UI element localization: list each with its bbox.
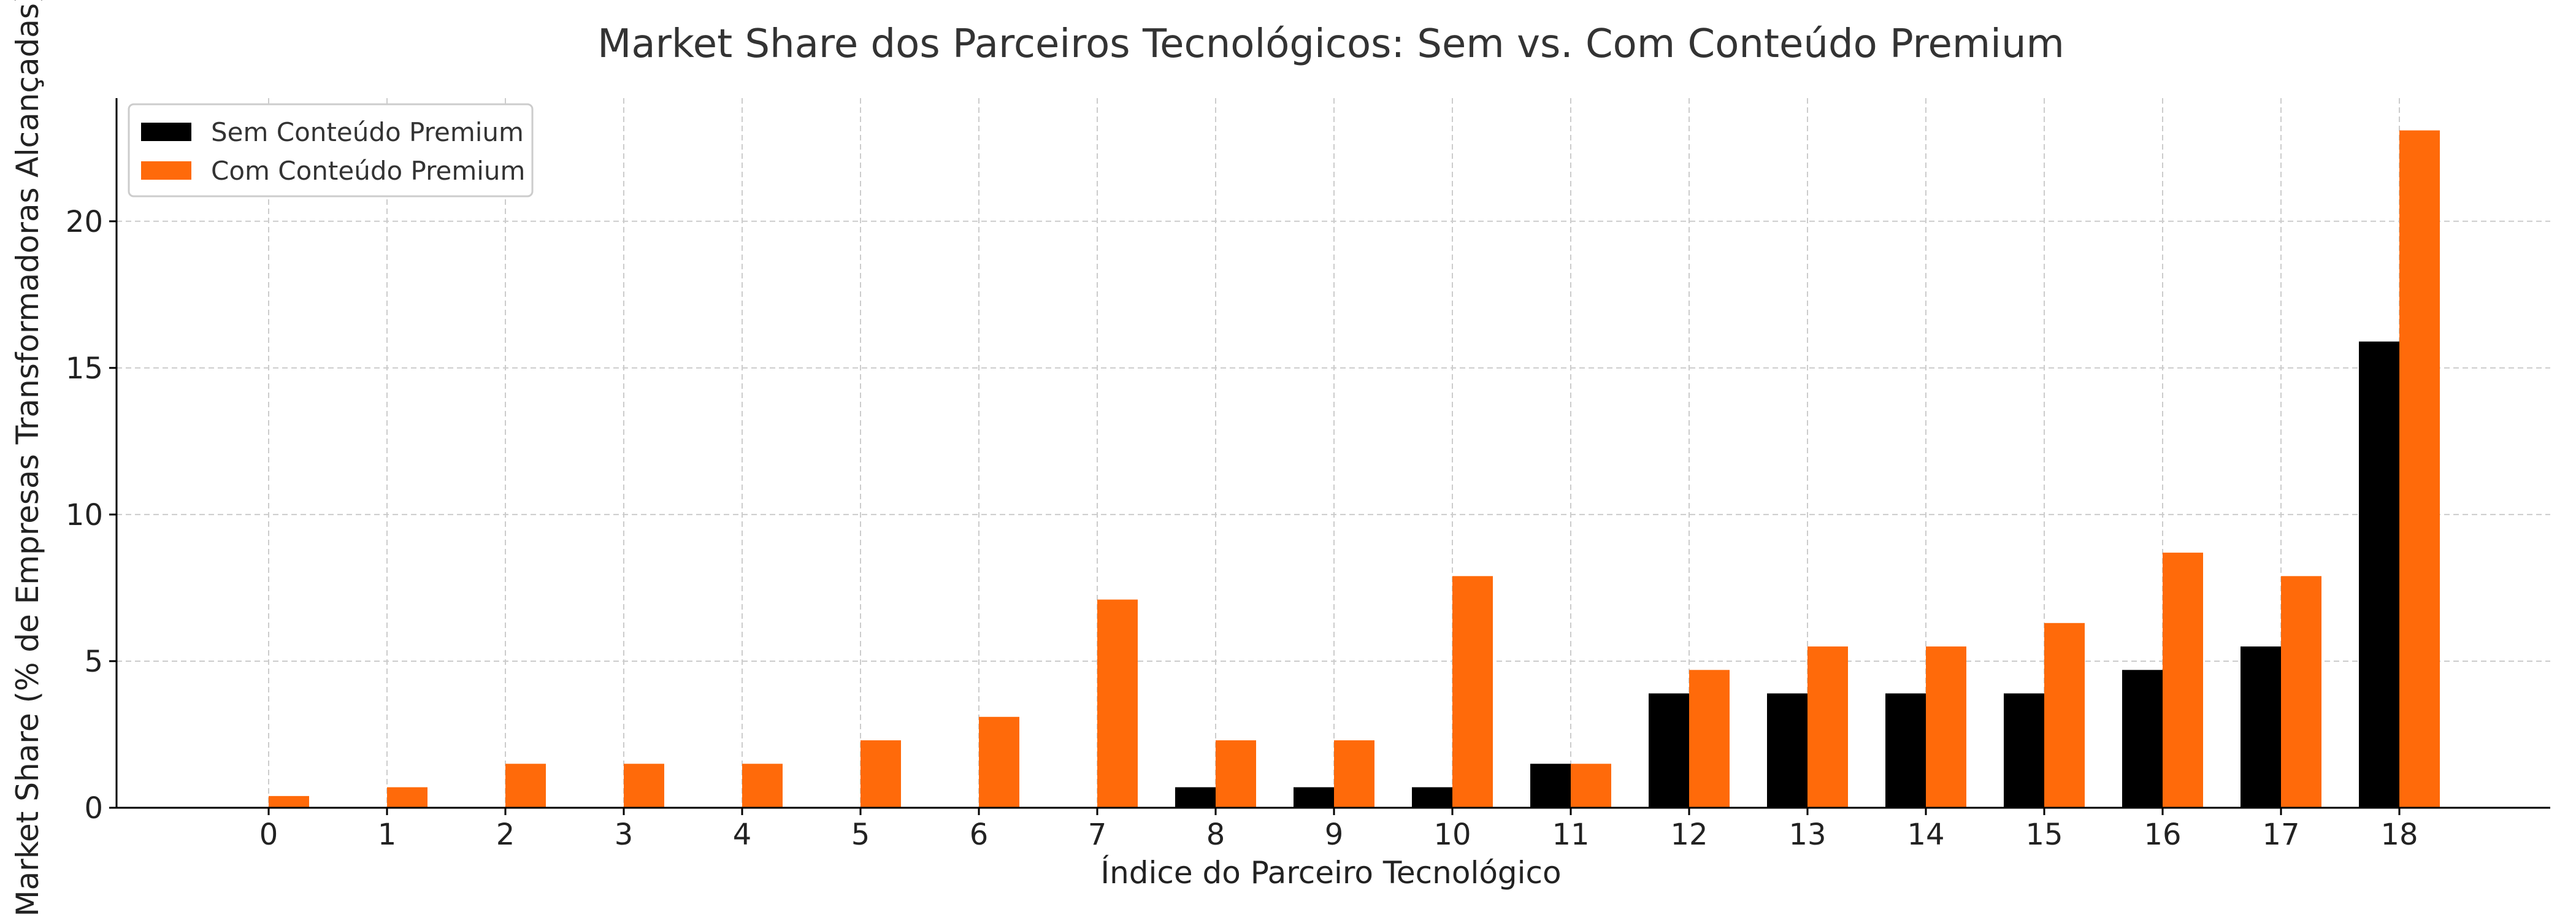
bar-com-premium (1926, 646, 1966, 808)
bar-com-premium (387, 787, 427, 808)
y-axis-label: Market Share (% de Empresas Transformado… (10, 0, 45, 916)
x-tick-label: 7 (1088, 818, 1107, 852)
x-tick-label: 5 (851, 818, 870, 852)
bar-com-premium (1097, 599, 1138, 808)
bar-com-premium (2163, 553, 2203, 808)
bar-com-premium (979, 716, 1019, 808)
bar-com-premium (1334, 740, 1374, 808)
legend-label-com: Com Conteúdo Premium (211, 156, 525, 186)
y-tick-label: 10 (66, 498, 103, 532)
chart-title: Market Share dos Parceiros Tecnológicos:… (597, 21, 2064, 67)
x-tick-label: 9 (1325, 818, 1344, 852)
x-tick-label: 10 (1433, 818, 1471, 852)
x-tick-label: 1 (378, 818, 397, 852)
legend-swatch-sem (141, 123, 191, 141)
y-tick-label: 5 (84, 645, 103, 679)
bar-sem-premium (2122, 670, 2163, 808)
x-tick-label: 3 (615, 818, 634, 852)
legend-swatch-com (141, 161, 191, 180)
bar-com-premium (861, 740, 901, 808)
legend: Sem Conteúdo Premium Com Conteúdo Premiu… (128, 103, 534, 197)
bar-com-premium (1452, 576, 1493, 808)
y-tick-label: 20 (66, 205, 103, 239)
bar-sem-premium (1885, 693, 1926, 808)
x-tick-label: 8 (1206, 818, 1225, 852)
bar-com-premium (624, 764, 664, 808)
x-tick-label: 14 (1907, 818, 1944, 852)
x-tick-label: 12 (1670, 818, 1708, 852)
legend-label-sem: Sem Conteúdo Premium (211, 117, 524, 147)
x-tick-label: 2 (496, 818, 515, 852)
bar-sem-premium (2241, 646, 2281, 808)
bar-com-premium (2044, 623, 2085, 808)
bar-com-premium (2399, 130, 2440, 808)
bar-com-premium (269, 795, 309, 808)
bars (269, 130, 2440, 808)
bar-com-premium (1807, 646, 1848, 808)
x-tick-label: 18 (2380, 818, 2418, 852)
bar-sem-premium (1649, 693, 1689, 808)
x-tick-label: 17 (2262, 818, 2299, 852)
x-tick-label: 13 (1788, 818, 1826, 852)
bar-com-premium (2281, 576, 2321, 808)
y-tick-label: 15 (66, 351, 103, 386)
x-tick-label: 15 (2025, 818, 2063, 852)
bar-sem-premium (2004, 693, 2044, 808)
bar-sem-premium (1530, 764, 1571, 808)
x-tick-label: 6 (970, 818, 989, 852)
bar-sem-premium (1294, 787, 1334, 808)
bar-sem-premium (1175, 787, 1216, 808)
bar-sem-premium (1412, 787, 1452, 808)
bar-com-premium (505, 764, 546, 808)
bar-com-premium (742, 764, 783, 808)
x-tick-label: 0 (259, 818, 278, 852)
x-tick-label: 11 (1552, 818, 1589, 852)
x-tick-label: 4 (733, 818, 752, 852)
bar-com-premium (1571, 764, 1611, 808)
bar-sem-premium (2359, 341, 2399, 808)
x-axis-label: Índice do Parceiro Tecnológico (1100, 854, 1561, 891)
bar-com-premium (1216, 740, 1256, 808)
x-tick-label: 16 (2144, 818, 2181, 852)
bar-sem-premium (1767, 693, 1807, 808)
legend-box (128, 103, 534, 197)
y-tick-label: 0 (84, 791, 103, 826)
bar-com-premium (1689, 670, 1730, 808)
